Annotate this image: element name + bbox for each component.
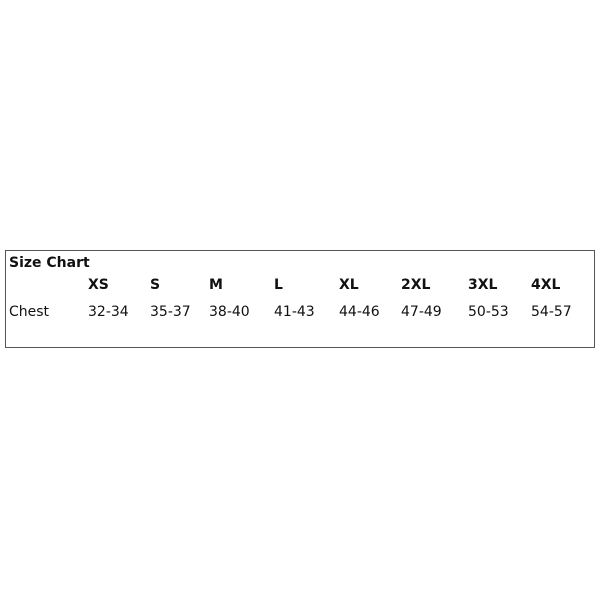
size-chart-table (5, 250, 595, 348)
row-label: Chest (9, 304, 50, 320)
size-header-m: M (209, 277, 223, 293)
size-chart-title: Size Chart (9, 255, 90, 271)
size-header-s: S (150, 277, 161, 293)
measurement-cell: 54-57 (531, 304, 572, 320)
measurement-cell: 32-34 (88, 304, 129, 320)
size-header-l: L (274, 277, 283, 293)
size-header-xl: XL (339, 277, 359, 293)
measurement-cell: 44-46 (339, 304, 380, 320)
size-header-2xl: 2XL (401, 277, 431, 293)
size-header-4xl: 4XL (531, 277, 561, 293)
size-header-3xl: 3XL (468, 277, 498, 293)
size-header-xs: XS (88, 277, 109, 293)
measurement-cell: 47-49 (401, 304, 442, 320)
measurement-cell: 38-40 (209, 304, 250, 320)
measurement-cell: 35-37 (150, 304, 191, 320)
measurement-cell: 41-43 (274, 304, 315, 320)
measurement-cell: 50-53 (468, 304, 509, 320)
